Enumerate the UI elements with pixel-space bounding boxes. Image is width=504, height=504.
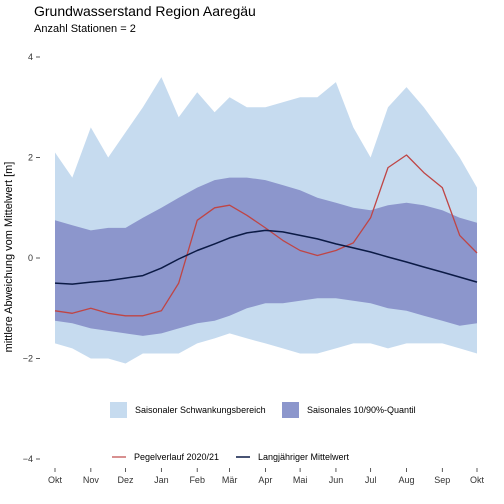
x-tick-label: Dez (118, 475, 135, 485)
legend-label: Saisonaler Schwankungsbereich (135, 405, 266, 415)
x-tick-label: Jun (329, 475, 344, 485)
x-axis: Okt Nov Dez Jan Feb Mär Apr Mai Jun Jul Aug Sep Okt (48, 468, 485, 485)
y-tick-label: 4 (28, 52, 33, 62)
plot-area (54, 77, 478, 364)
x-tick-label: Nov (83, 475, 100, 485)
legend-key (110, 402, 127, 418)
y-axis: −4 −2 0 2 4 (23, 52, 40, 464)
legend-label: Saisonales 10/90%-Quantil (307, 405, 416, 415)
legend: Saisonaler Schwankungsbereich Saisonales … (110, 402, 416, 462)
legend-label: Pegelverlauf 2020/21 (134, 452, 219, 462)
x-tick-label: Sep (434, 475, 450, 485)
y-tick-label: −2 (23, 354, 33, 364)
x-tick-label: Feb (189, 475, 205, 485)
x-tick-label: Jul (365, 475, 377, 485)
y-tick-label: 0 (28, 253, 33, 263)
x-tick-label: Mai (293, 475, 308, 485)
x-tick-label: Aug (398, 475, 414, 485)
y-axis-label: mittlere Abweichung vom Mittelwert [m] (3, 162, 15, 353)
legend-label: Langjähriger Mittelwert (258, 452, 350, 462)
y-tick-label: −4 (23, 454, 33, 464)
x-tick-label: Okt (470, 475, 485, 485)
x-tick-label: Apr (258, 475, 272, 485)
x-tick-label: Okt (48, 475, 63, 485)
mittelwert-line (54, 229, 478, 285)
pegelverlauf-line (54, 154, 478, 317)
chart-title: Grundwasserstand Region Aaregäu (34, 3, 256, 19)
legend-key (282, 402, 299, 418)
x-tick-label: Mär (222, 475, 238, 485)
x-tick-label: Jan (154, 475, 169, 485)
chart-subtitle: Anzahl Stationen = 2 (34, 23, 136, 35)
y-tick-label: 2 (28, 153, 33, 163)
